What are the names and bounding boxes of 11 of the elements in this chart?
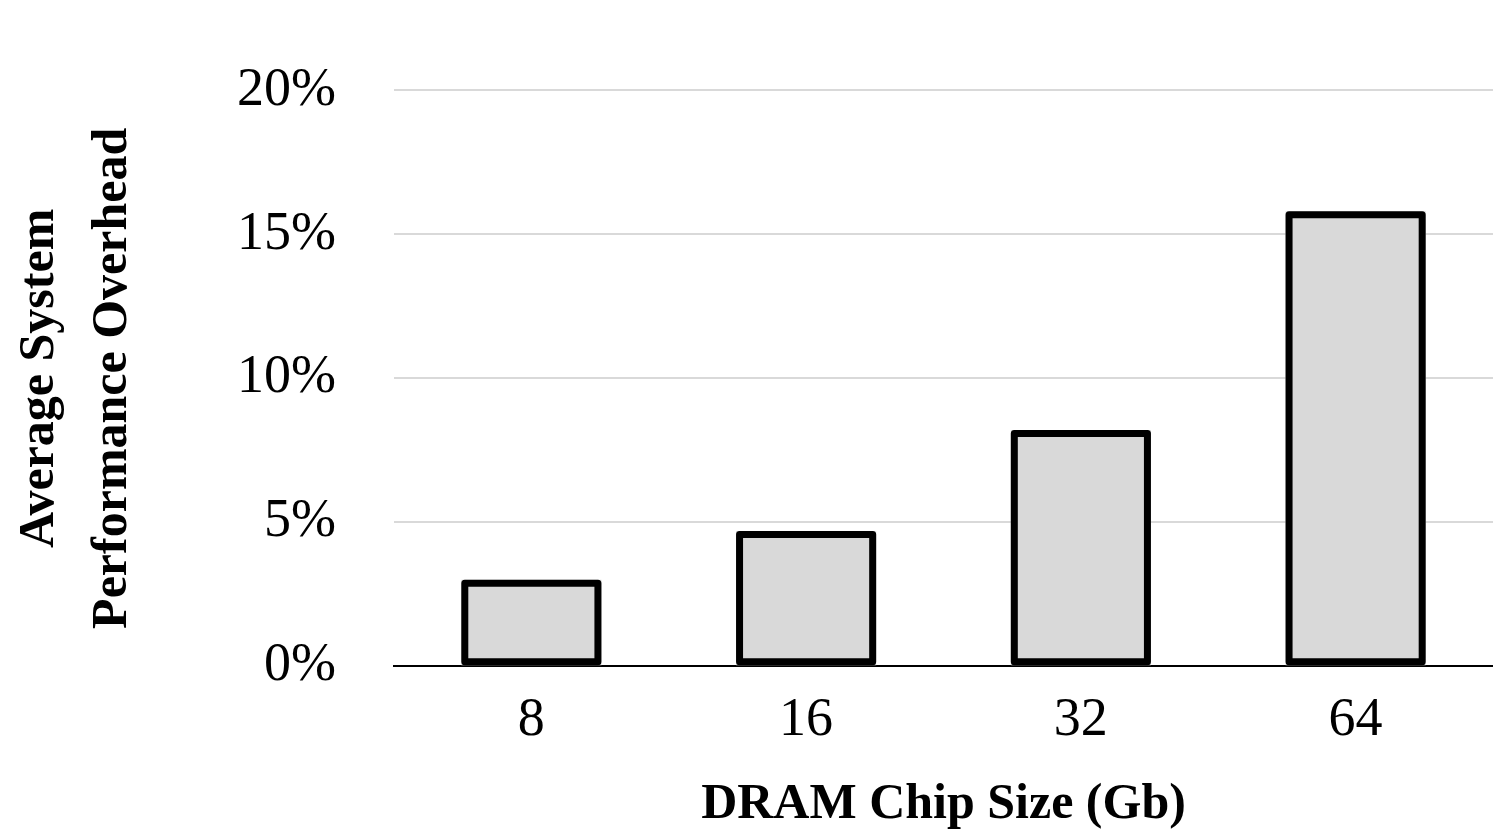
- y-tick-label: 20%: [237, 56, 336, 117]
- x-tick-label: 16: [779, 686, 834, 747]
- y-tick-label: 10%: [237, 344, 336, 405]
- y-tick-label: 0%: [264, 632, 336, 693]
- x-axis-title: DRAM Chip Size (Gb): [701, 772, 1186, 829]
- y-axis-title: Average System Performance Overhead: [8, 127, 137, 629]
- x-tick-label: 32: [1053, 686, 1108, 747]
- x-tick-label: 64: [1328, 686, 1383, 747]
- x-tick-label: 8: [517, 686, 545, 747]
- y-tick-label: 5%: [264, 488, 336, 549]
- y-tick-label: 15%: [237, 200, 336, 261]
